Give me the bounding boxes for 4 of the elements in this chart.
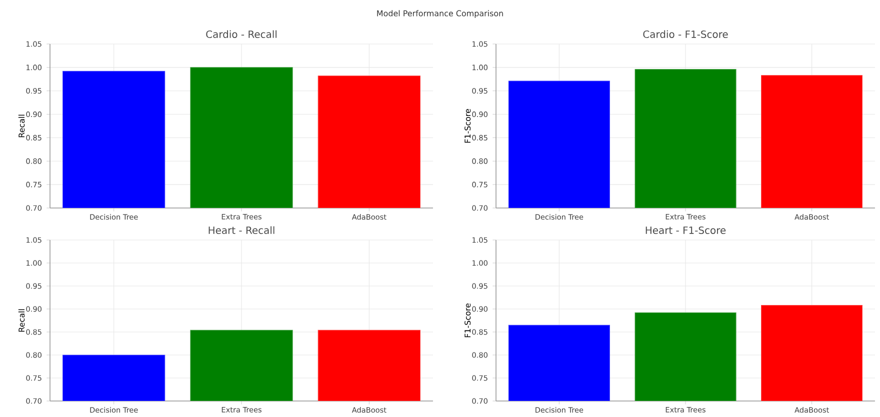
chart-title: Heart - Recall [208,226,274,234]
chart-title: Cardio - F1-Score [643,30,728,38]
chart-title: Heart - F1-Score [646,226,726,234]
chart-title: Cardio - Recall [206,30,276,38]
